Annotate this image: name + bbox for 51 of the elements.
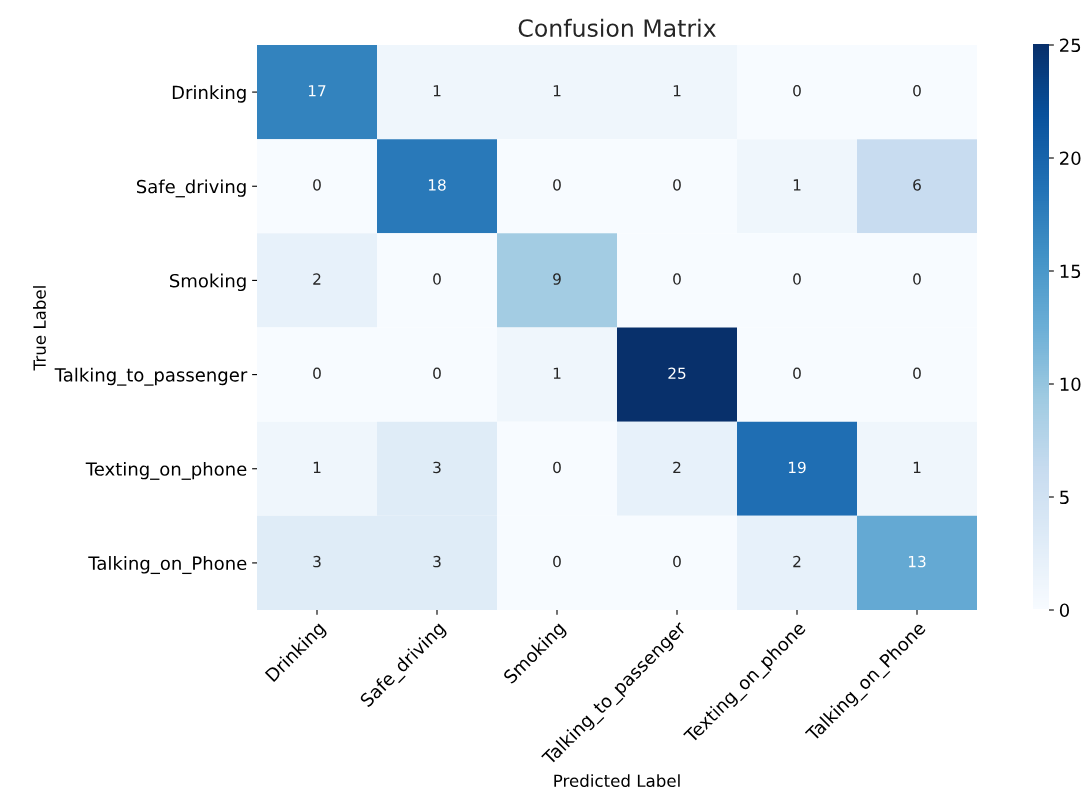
data-label: 13 — [908, 555, 926, 568]
y-tick-label: Talking_to_passenger — [54, 367, 248, 386]
y-tick-label: Drinking — [172, 85, 246, 103]
y-tick-label: Smoking — [169, 273, 246, 292]
x-axis-title: Predicted Label — [554, 774, 680, 788]
color-bar-label: 10 — [1060, 377, 1081, 392]
data-label: 0 — [793, 84, 801, 97]
data-label: 0 — [673, 273, 681, 285]
data-label: 3 — [433, 461, 441, 474]
data-label: 9 — [553, 273, 561, 285]
data-label: 1 — [433, 85, 441, 97]
data-label: 2 — [313, 273, 321, 285]
data-label: 0 — [913, 273, 921, 285]
data-label: 0 — [553, 179, 561, 191]
color-bar-label: 20 — [1060, 151, 1081, 166]
y-tick-label: Talking_on_Phone — [88, 556, 247, 575]
data-label: 2 — [673, 461, 681, 473]
data-label: 1 — [553, 367, 561, 379]
data-label: 3 — [433, 555, 441, 568]
data-label: 0 — [673, 179, 681, 191]
data-label: 1 — [913, 461, 921, 473]
data-label: 18 — [428, 179, 446, 191]
data-label: 0 — [433, 367, 441, 380]
data-label: 0 — [433, 273, 441, 285]
data-label: 1 — [793, 179, 801, 191]
data-label: 0 — [913, 84, 921, 97]
color-bar-label: 15 — [1060, 264, 1081, 279]
data-label: 2 — [793, 555, 801, 568]
data-label: 1 — [673, 85, 681, 97]
color-bar-label: 5 — [1060, 490, 1069, 505]
data-label: 6 — [913, 179, 921, 191]
data-label: 0 — [793, 367, 801, 380]
color-bar-label: 0 — [1059, 603, 1070, 618]
data-label: 19 — [788, 461, 806, 474]
data-label: 0 — [313, 367, 321, 380]
color-bar-label: 25 — [1060, 38, 1081, 53]
data-label: 0 — [313, 179, 321, 191]
data-label: 1 — [553, 85, 561, 97]
data-label: 25 — [668, 367, 686, 380]
data-label: 17 — [308, 85, 326, 97]
data-label: 0 — [553, 461, 561, 474]
data-label: 0 — [793, 273, 801, 285]
data-label: 0 — [673, 555, 681, 568]
data-label: 0 — [553, 555, 561, 568]
data-label: 3 — [313, 555, 321, 568]
y-tick-label: Texting_on_phone — [85, 461, 247, 480]
data-label: 1 — [313, 461, 321, 473]
data-label: 0 — [913, 367, 921, 380]
y-tick-label: Safe_driving — [136, 179, 246, 198]
chart-title: Confusion Matrix — [518, 18, 716, 37]
y-axis-title: True Label — [33, 286, 46, 371]
